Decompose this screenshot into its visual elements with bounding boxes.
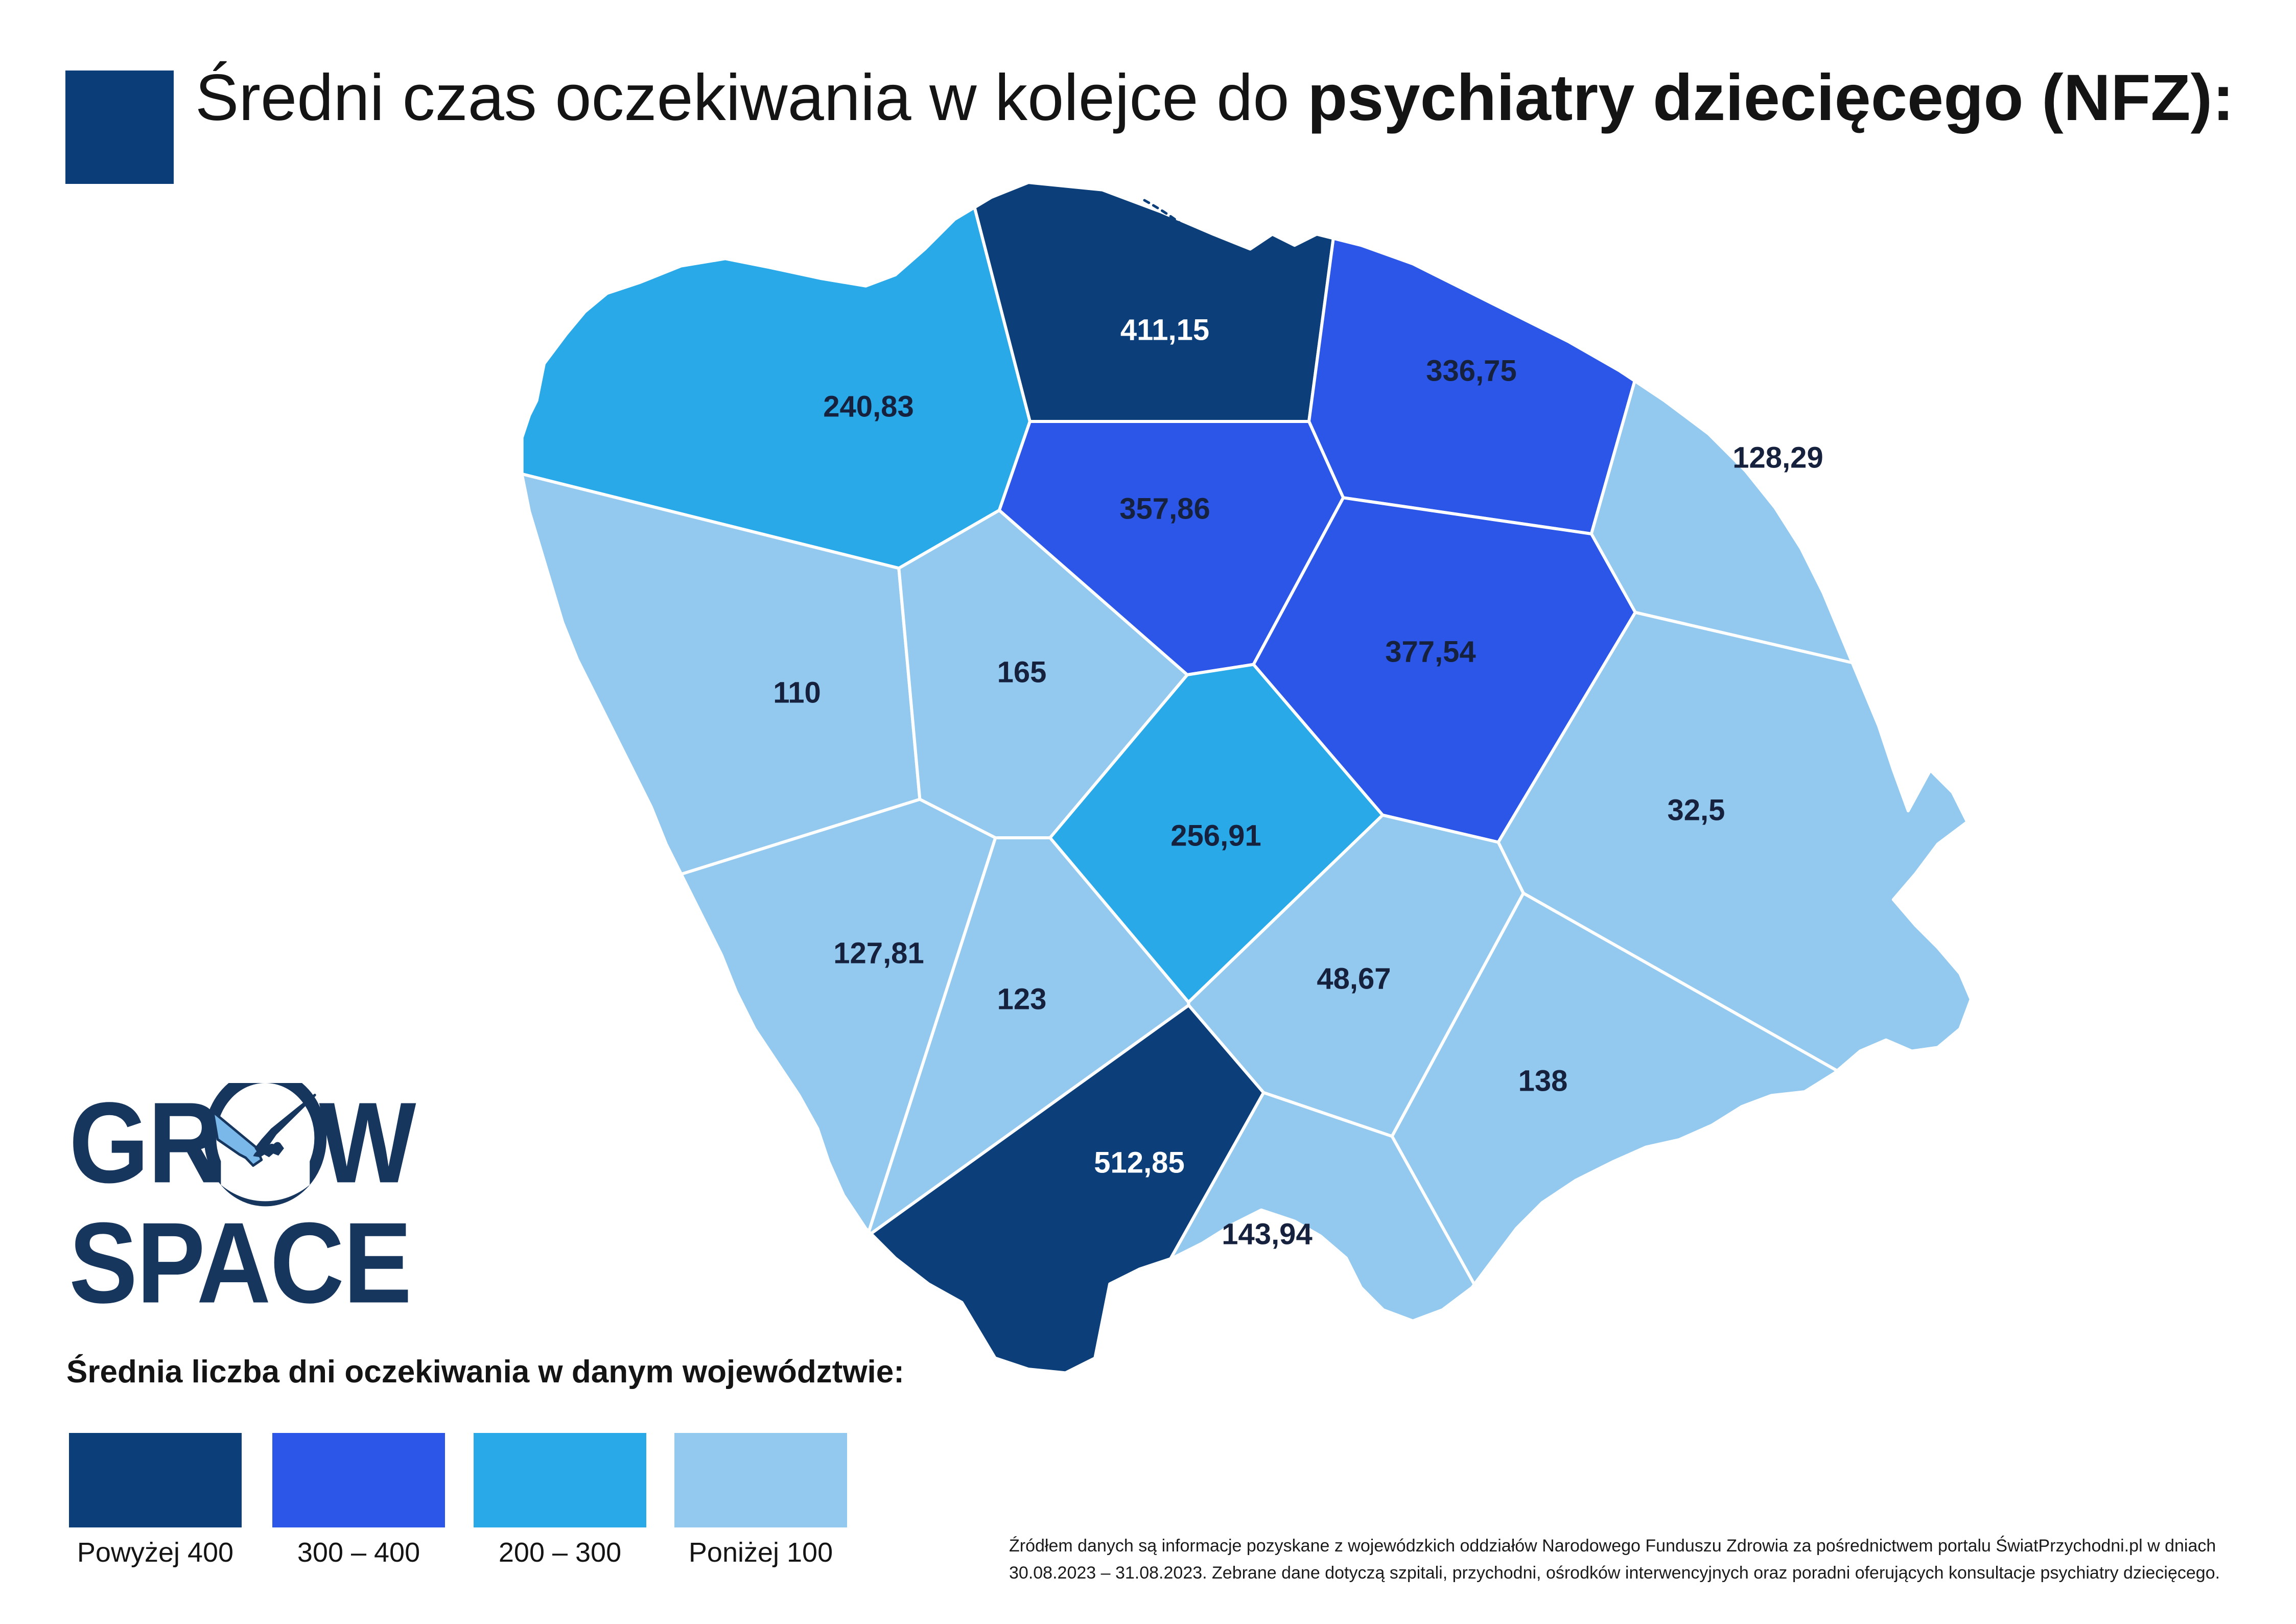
svg-text:110: 110 [773, 676, 821, 709]
svg-text:512,85: 512,85 [1094, 1146, 1184, 1179]
svg-text:123: 123 [997, 982, 1047, 1016]
svg-text:W: W [319, 1083, 416, 1207]
svg-text:165: 165 [997, 655, 1047, 689]
svg-text:138: 138 [1518, 1064, 1568, 1097]
svg-text:GR: GR [69, 1083, 221, 1207]
svg-text:SPACE: SPACE [69, 1199, 411, 1313]
svg-text:48,67: 48,67 [1317, 962, 1391, 995]
svg-text:357,86: 357,86 [1119, 492, 1210, 525]
svg-text:256,91: 256,91 [1170, 819, 1261, 852]
svg-text:336,75: 336,75 [1426, 354, 1516, 387]
svg-text:128,29: 128,29 [1732, 441, 1823, 474]
svg-text:143,94: 143,94 [1222, 1217, 1312, 1251]
svg-text:32,5: 32,5 [1668, 793, 1725, 827]
svg-text:411,15: 411,15 [1120, 313, 1209, 346]
svg-text:240,83: 240,83 [823, 390, 913, 423]
svg-text:127,81: 127,81 [833, 936, 924, 970]
svg-text:377,54: 377,54 [1385, 635, 1475, 668]
